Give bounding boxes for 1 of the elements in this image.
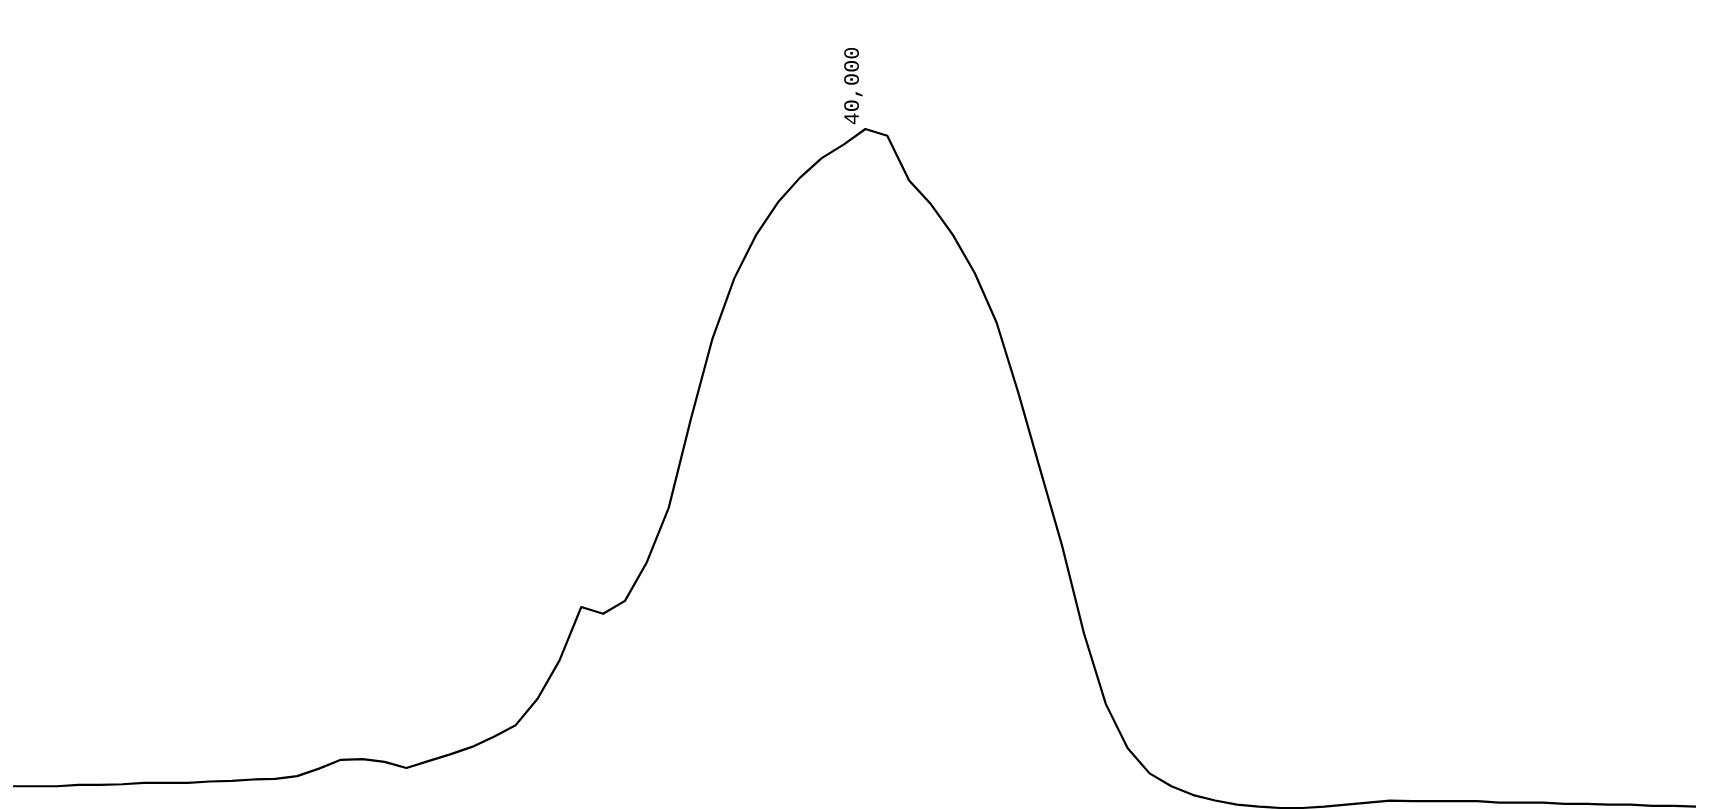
text: 40,000 [844, 47, 863, 125]
